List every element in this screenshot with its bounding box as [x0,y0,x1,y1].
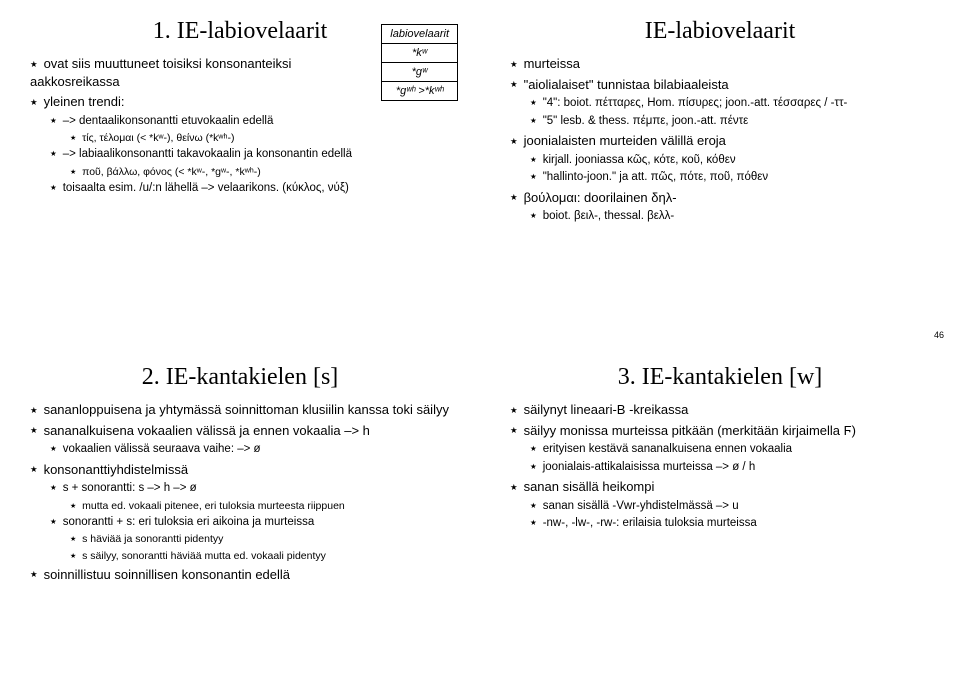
list-item: joonialais-attikalaisissa murteissa –> ø… [530,460,938,476]
list-item: erityisen kestävä sananalkuisena ennen v… [530,442,938,458]
list-item: sonorantti + s: eri tuloksia eri aikoina… [50,515,458,531]
list-item: "aiolialaiset" tunnistaa bilabiaaleista [510,76,938,94]
table-cell: *kʷ [382,44,458,63]
list-item: -nw-, -lw-, -rw-: erilaisia tuloksia mur… [530,516,938,532]
list-item: ποῦ, βάλλω, φόνος (< *kʷ-, *gʷ-, *kʷʰ-) [70,165,458,179]
list-item: sananalkuisena vokaalien välissä ja enne… [30,422,458,440]
list-item: kirjall. jooniassa κῶς, κότε, κοῦ, κόθεν [530,153,938,169]
bullet-list: säilynyt lineaari-B -kreikassa säilyy mo… [502,401,938,532]
list-item: s häviää ja sonorantti pidentyy [70,532,458,546]
slide-1: 1. IE-labiovelaarit labiovelaarit *kʷ *g… [0,0,480,346]
slide-3: 2. IE-kantakielen [s] sananloppuisena ja… [0,346,480,692]
list-item: "5" lesb. & thess. πέμπε, joon.-att. πέν… [530,114,938,130]
bullet-list: murteissa "aiolialaiset" tunnistaa bilab… [502,55,938,225]
bullet-list: sananloppuisena ja yhtymässä soinnittoma… [22,401,458,583]
list-item: vokaalien välissä seuraava vaihe: –> ø [50,442,458,458]
list-item: joonialaisten murteiden välillä eroja [510,132,938,150]
list-item: sanan sisällä heikompi [510,478,938,496]
list-item: soinnillistuu soinnillisen konsonantin e… [30,566,458,584]
table-header: labiovelaarit [382,25,458,44]
list-item: –> dentaalikonsonantti etuvokaalin edell… [50,114,458,130]
list-item: "4": boiot. πέτταρες, Hom. πίσυρες; joon… [530,96,938,112]
list-item: yleinen trendi: [30,93,330,111]
page-number: 46 [934,330,944,340]
slide-title: IE-labiovelaarit [502,18,938,45]
list-item: säilyy monissa murteissa pitkään (merkit… [510,422,938,440]
labiovelaarit-table: labiovelaarit *kʷ *gʷ *gʷʰ >*kʷʰ [381,24,458,101]
table-cell: *gʷʰ >*kʷʰ [382,82,458,101]
slide-title: 2. IE-kantakielen [s] [22,364,458,391]
list-item: sanan sisällä -Vwr-yhdistelmässä –> u [530,499,938,515]
list-item: s + sonorantti: s –> h –> ø [50,481,458,497]
list-item: mutta ed. vokaali pitenee, eri tuloksia … [70,499,458,513]
list-item: βούλομαι: doorilainen δηλ- [510,189,938,207]
list-item: "hallinto-joon." ja att. πῶς, πότε, ποῦ,… [530,170,938,186]
list-item: ovat siis muuttuneet toisiksi konsonante… [30,55,330,90]
list-item: τίς, τέλομαι (< *kʷ-), θείνω (*kʷʰ-) [70,131,458,145]
list-item: murteissa [510,55,938,73]
list-item: boiot. βειλ-, thessal. βελλ- [530,209,938,225]
list-item: –> labiaalikonsonantti takavokaalin ja k… [50,147,458,163]
slide-title: 3. IE-kantakielen [w] [502,364,938,391]
list-item: konsonanttiyhdistelmissä [30,461,458,479]
list-item: sananloppuisena ja yhtymässä soinnittoma… [30,401,458,419]
list-item: s säilyy, sonorantti häviää mutta ed. vo… [70,549,458,563]
slide-2: IE-labiovelaarit murteissa "aiolialaiset… [480,0,960,346]
table-cell: *gʷ [382,63,458,82]
list-item: säilynyt lineaari-B -kreikassa [510,401,938,419]
list-item: toisaalta esim. /u/:n lähellä –> velaari… [50,181,458,197]
slide-4: 3. IE-kantakielen [w] säilynyt lineaari-… [480,346,960,692]
